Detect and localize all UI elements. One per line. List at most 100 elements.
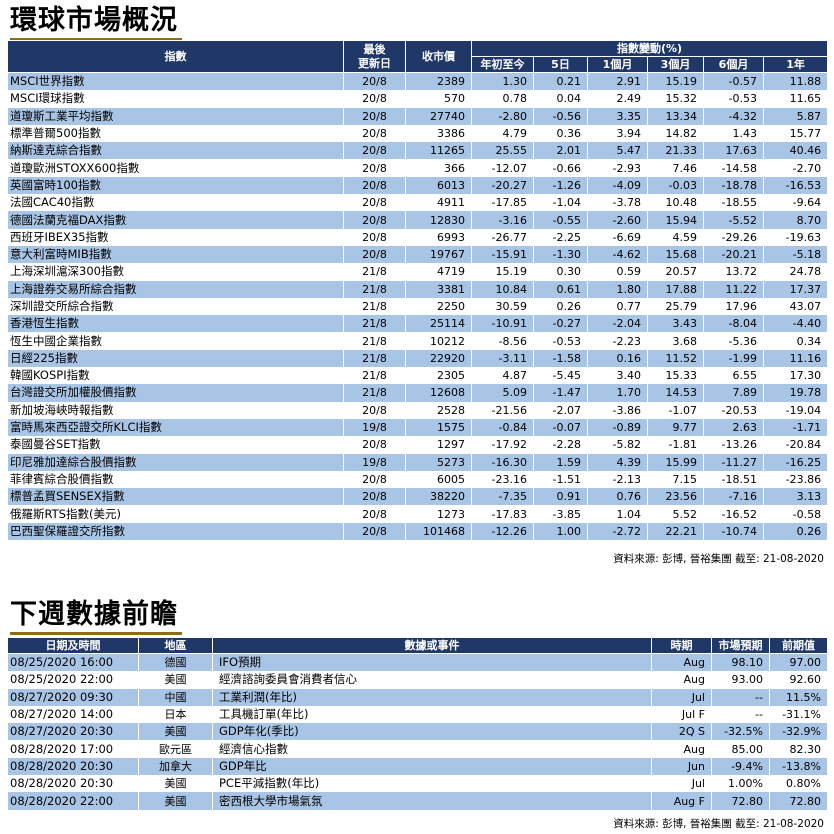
calendar-title: 下週數據前瞻 xyxy=(10,598,182,635)
header-1m: 1個月 xyxy=(587,56,648,73)
header-region: 地區 xyxy=(138,637,213,654)
event-region: 美國 xyxy=(138,792,213,810)
change-1y: 11.65 xyxy=(762,90,829,108)
market-row: 俄羅斯RTS指數(美元) 20/8 1273 -17.83 -3.85 1.04 5.52-… xyxy=(7,505,829,523)
change-ytd: -26.77 xyxy=(471,228,534,246)
index-name: 韓國KOSPI指數 xyxy=(7,367,344,385)
change-3m: -1.81 xyxy=(647,436,704,454)
event-forecast: 72.80 xyxy=(711,792,770,810)
change-1y: 0.26 xyxy=(762,522,829,541)
change-5d: 1.00 xyxy=(533,522,588,541)
change-3m: 7.46 xyxy=(647,159,704,177)
market-row: 英國富時100指數 20/8 6013 -20.27 -1.26 -4.09 -0.03 -1… xyxy=(7,176,829,195)
close: 1297 xyxy=(405,436,472,454)
event-region: 美國 xyxy=(138,671,213,689)
change-3m: -0.03 xyxy=(647,176,704,195)
calendar-row: 08/28/2020 20:30 美國 PCE平減指數(年比) Jul 1.00% 0.8… xyxy=(7,775,828,793)
change-1y: 8.70 xyxy=(762,211,829,229)
change-3m: 22.21 xyxy=(647,522,704,541)
change-ytd: -23.16 xyxy=(471,470,534,489)
header-close: 收市價 xyxy=(405,40,472,73)
change-1y: -1.71 xyxy=(762,418,829,437)
event-forecast: 98.10 xyxy=(711,653,770,672)
event-previous: -32.9% xyxy=(769,723,828,741)
event-name: PCE平減指數(年比) xyxy=(212,775,652,793)
change-3m: 3.68 xyxy=(647,332,704,350)
close: 3381 xyxy=(405,280,472,298)
change-ytd: 4.79 xyxy=(471,124,534,143)
market-row: 意大利富時MIB指數 20/8 19767 -15.91 -1.30 -4.62 15.68… xyxy=(7,245,829,264)
index-name: 道瓊歐洲STOXX600指數 xyxy=(7,159,344,177)
change-5d: -0.66 xyxy=(533,159,588,177)
change-1y: -19.63 xyxy=(762,228,829,246)
change-ytd: -3.16 xyxy=(471,211,534,229)
change-ytd: 4.87 xyxy=(471,367,534,385)
close: 5273 xyxy=(405,453,472,471)
market-row: 西班牙IBEX35指數 20/8 6993 -26.77 -2.25 -6.69 4.59-… xyxy=(7,228,829,246)
change-1m: -2.13 xyxy=(587,470,648,489)
change-1m: -5.82 xyxy=(587,436,648,454)
index-name: MSCI世界指數 xyxy=(7,72,344,91)
change-5d: -0.53 xyxy=(533,332,588,350)
last-update: 21/8 xyxy=(343,315,406,333)
change-6m: 1.43 xyxy=(703,124,764,143)
market-row: 泰國曼谷SET指數 20/8 1297 -17.92 -2.28 -5.82 -1.81 -1… xyxy=(7,436,829,454)
close: 11265 xyxy=(405,142,472,160)
index-name: 英國富時100指數 xyxy=(7,176,344,195)
event-period: 2Q S xyxy=(651,723,712,741)
change-1y: 17.37 xyxy=(762,280,829,298)
change-5d: -5.45 xyxy=(533,367,588,385)
change-5d: 0.30 xyxy=(533,263,588,281)
change-1m: -4.09 xyxy=(587,176,648,195)
last-update: 20/8 xyxy=(343,124,406,143)
change-5d: -1.30 xyxy=(533,245,588,264)
index-name: 上海證券交易所綜合指數 xyxy=(7,280,344,298)
market-row: MSCI環球指數 20/8 570 0.78 0.04 2.49 15.32 -0.53 11.… xyxy=(7,90,829,108)
close: 25114 xyxy=(405,315,472,333)
event-forecast: 1.00% xyxy=(711,775,770,793)
change-1m: 5.47 xyxy=(587,142,648,160)
header-forecast: 市場預期 xyxy=(711,637,770,654)
close: 1575 xyxy=(405,418,472,437)
event-previous: 92.60 xyxy=(769,671,828,689)
change-1m: 1.04 xyxy=(587,505,648,523)
event-name: 工業利潤(年比) xyxy=(212,688,652,706)
change-6m: -18.51 xyxy=(703,470,764,489)
change-1y: 24.78 xyxy=(762,263,829,281)
index-name: 標準普爾500指數 xyxy=(7,124,344,143)
change-ytd: 1.30 xyxy=(471,72,534,91)
event-previous: -31.1% xyxy=(769,705,828,724)
market-row: MSCI世界指數 20/8 2389 1.30 0.21 2.91 15.19 -0.57 11… xyxy=(7,72,829,91)
change-5d: -0.27 xyxy=(533,315,588,333)
event-name: GDP年比 xyxy=(212,757,652,776)
calendar-row: 08/25/2020 16:00 德國 IFO預期 Aug 98.10 97.00 xyxy=(7,653,828,672)
change-6m: -16.52 xyxy=(703,505,764,523)
event-name: 工具機訂單(年比) xyxy=(212,705,652,724)
change-6m: -4.32 xyxy=(703,107,764,125)
change-ytd: -3.11 xyxy=(471,349,534,368)
last-update: 20/8 xyxy=(343,401,406,419)
change-1y: -5.18 xyxy=(762,245,829,264)
event-forecast: 93.00 xyxy=(711,671,770,689)
change-3m: 21.33 xyxy=(647,142,704,160)
change-ytd: -15.91 xyxy=(471,245,534,264)
change-3m: -1.07 xyxy=(647,401,704,419)
change-6m: -14.58 xyxy=(703,159,764,177)
market-row: 上海證券交易所綜合指數 21/8 3381 10.84 0.61 1.80 17.88 11.… xyxy=(7,280,829,298)
market-row: 標準普爾500指數 20/8 3386 4.79 0.36 3.94 14.82 1.43 15… xyxy=(7,124,829,143)
market-row: 日經225指數 21/8 22920 -3.11 -1.58 0.16 11.52 -1.99… xyxy=(7,349,829,368)
last-update: 20/8 xyxy=(343,245,406,264)
last-update: 20/8 xyxy=(343,107,406,125)
last-update: 21/8 xyxy=(343,349,406,368)
last-update: 20/8 xyxy=(343,470,406,489)
close: 12830 xyxy=(405,211,472,229)
last-update: 20/8 xyxy=(343,176,406,195)
change-ytd: 30.59 xyxy=(471,297,534,316)
header-period: 時期 xyxy=(651,637,712,654)
event-region: 美國 xyxy=(138,775,213,793)
change-ytd: 25.55 xyxy=(471,142,534,160)
event-forecast: -32.5% xyxy=(711,723,770,741)
change-3m: 15.68 xyxy=(647,245,704,264)
change-3m: 9.77 xyxy=(647,418,704,437)
change-5d: 2.01 xyxy=(533,142,588,160)
